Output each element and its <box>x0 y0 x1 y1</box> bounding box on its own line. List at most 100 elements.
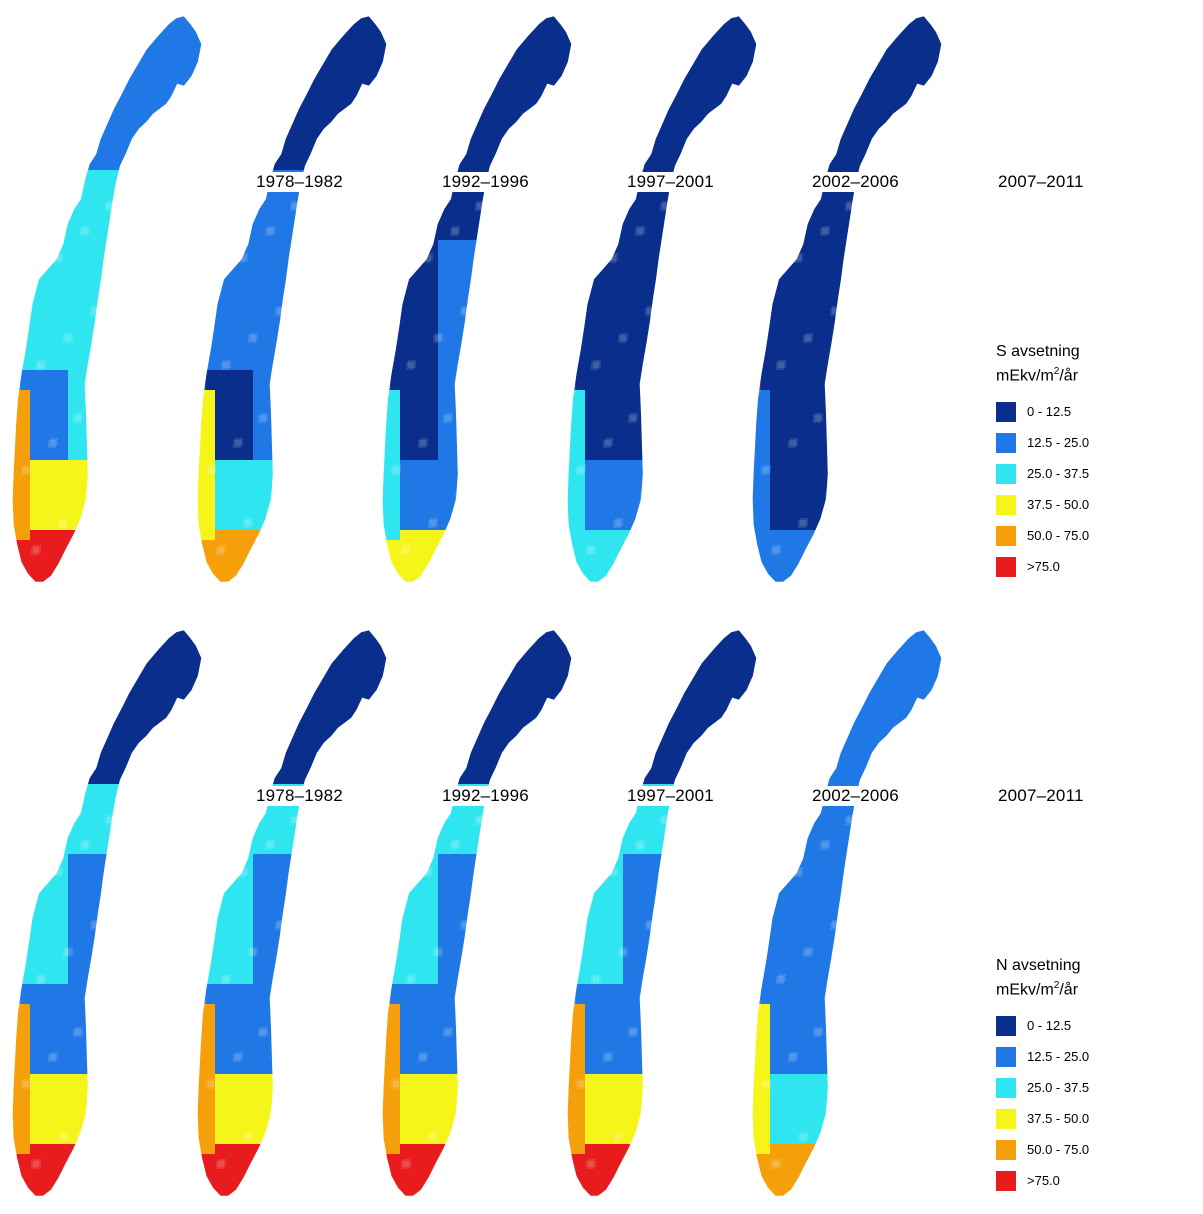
n-grid-cell <box>519 1133 527 1141</box>
n-grid-cell <box>531 761 539 769</box>
s-grid-cell <box>201 202 209 210</box>
s-grid-cell <box>75 413 83 421</box>
n-grid-cell <box>161 761 169 769</box>
s-grid-cell <box>567 387 574 395</box>
n-grid-cell <box>322 1055 330 1063</box>
n-grid-cell <box>480 1082 488 1090</box>
s-grid-cell <box>573 200 581 208</box>
s-grid-cell <box>144 254 152 262</box>
n-grid-cell <box>292 815 300 823</box>
s-grid-cell <box>904 414 912 422</box>
n-grid-cell <box>859 893 867 901</box>
legend-label: 50.0 - 75.0 <box>1027 1142 1090 1158</box>
n-grid-cell <box>388 814 396 822</box>
s-south-tip-zone <box>752 530 942 582</box>
n-grid-cell <box>438 764 446 772</box>
n-grid-cell <box>65 947 73 955</box>
s-grid-cell <box>783 175 791 183</box>
n-grid-cell <box>396 896 404 904</box>
n-grid-cell <box>793 869 801 877</box>
n-grid-cell <box>549 923 557 931</box>
s-grid-cell <box>509 439 517 447</box>
n-grid-cell <box>124 1158 132 1166</box>
s-grid-cell <box>879 439 887 447</box>
n-grid-cell <box>554 738 562 746</box>
s-grid-cell <box>593 360 601 368</box>
s-east-zone <box>623 240 683 460</box>
s-north-zone <box>752 16 942 170</box>
n-grid-cell <box>366 921 374 929</box>
n-grid-cell <box>682 975 690 983</box>
n-grid-cell <box>813 1029 821 1037</box>
s-grid-cell <box>524 334 532 342</box>
s-grid-cell <box>842 386 850 394</box>
s-grid-cell <box>302 281 310 289</box>
n-grid-cell <box>68 764 76 772</box>
n-grid-cell <box>174 1108 182 1116</box>
s-grid-cell <box>642 491 650 499</box>
n-grid-cell <box>472 1000 480 1008</box>
s-coast-zone <box>197 170 387 370</box>
n-grid-cell <box>822 840 830 848</box>
s-grid-cell <box>260 413 268 421</box>
legend-label: 37.5 - 50.0 <box>1027 497 1090 513</box>
n-grid-cell <box>805 947 813 955</box>
s-grid-cell <box>551 307 559 315</box>
n-grid-cell <box>164 1028 172 1036</box>
legend-swatch <box>996 1139 1016 1160</box>
s-grid-cell <box>862 546 870 554</box>
s-grid-cell <box>228 175 236 183</box>
n-grid-cell <box>58 1134 66 1142</box>
s-grid-cell <box>534 414 542 422</box>
s-grid-cell <box>467 121 475 129</box>
n-grid-cell <box>413 789 421 797</box>
n-grid-cell <box>398 894 406 902</box>
n-grid-cell <box>332 1135 340 1143</box>
n-grid-cell <box>418 1054 426 1062</box>
s-grid-cell <box>383 385 391 393</box>
s-grid-cell <box>307 546 315 554</box>
s-grid-cell <box>752 120 756 128</box>
s-grid-cell <box>418 440 426 448</box>
s-grid-cell <box>556 122 564 130</box>
n-grid-cell <box>906 1026 914 1034</box>
s-grid-cell <box>82 226 90 234</box>
s-grid-cell <box>810 148 818 156</box>
n-grid-cell <box>704 1133 712 1141</box>
s-grid-cell <box>452 226 460 234</box>
n-grid-cell <box>186 736 194 744</box>
s-legend-item: 50.0 - 75.0 <box>996 520 1196 551</box>
n-deposition-maps <box>12 629 942 1197</box>
s-grid-cell <box>645 308 653 316</box>
s-grid-cell <box>341 332 349 340</box>
s-grid-cell <box>637 226 645 234</box>
s-grid-cell <box>203 200 211 208</box>
n-grid-cell <box>391 1081 399 1089</box>
n-grid-cell <box>783 789 791 797</box>
n-grid-cell <box>702 1135 710 1143</box>
s-grid-cell <box>526 332 534 340</box>
s-grid-cell <box>171 227 179 235</box>
n-grid-cell <box>896 946 904 954</box>
n-grid-cell <box>766 896 774 904</box>
s-grid-cell <box>295 468 303 476</box>
n-grid-cell <box>586 1161 594 1169</box>
n-grid-cell <box>223 974 231 982</box>
s-grid-cell <box>218 545 226 553</box>
s-grid-cell <box>403 545 411 553</box>
s-grid-cell <box>605 438 613 446</box>
s-grid-cell <box>832 306 840 314</box>
n-period-label-5: 2007–2011 <box>996 786 1086 806</box>
s-grid-cell <box>882 256 890 264</box>
s-grid-cell <box>216 547 224 555</box>
s-grid-cell <box>635 228 643 236</box>
n-coastline <box>197 629 387 1197</box>
n-grid-cell <box>867 975 875 983</box>
n-grid-cell <box>179 923 187 931</box>
n-grid-cell <box>216 1161 224 1169</box>
n-grid-cell <box>184 738 192 746</box>
s-grid-cell <box>541 227 549 235</box>
s-grid-cell <box>33 545 41 553</box>
s-grid-cell <box>655 388 663 396</box>
s-grid-cell <box>156 332 164 340</box>
